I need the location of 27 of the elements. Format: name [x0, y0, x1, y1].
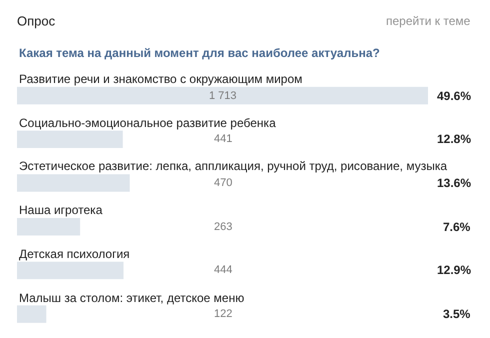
bar [17, 174, 130, 192]
bar [17, 262, 124, 280]
text: перейти к теме [386, 14, 471, 28]
bar [17, 305, 46, 323]
data-label: 470 [214, 177, 232, 189]
y-tick-label: Малыш за столом: этикет, детское меню [19, 291, 244, 305]
data-label: 122 [214, 308, 232, 320]
bar [17, 86, 428, 104]
chart-subtitle: Какая тема на данный момент для вас наиболее актуальна? [19, 46, 380, 60]
data-label: 1 713 [209, 90, 237, 102]
bar [17, 130, 123, 148]
data-label: 263 [214, 221, 232, 233]
bar [17, 218, 80, 236]
text: 49.6% [437, 89, 472, 103]
y-tick-label: Наша игротека [19, 203, 103, 217]
data-label: 441 [214, 133, 232, 145]
data-label: 444 [214, 264, 232, 276]
chart-title: Опрос [17, 14, 56, 29]
text: 7.6% [443, 220, 471, 234]
y-tick-label: Эстетическое развитие: лепка, аппликация, ручной труд, рисование, музыка [19, 159, 448, 173]
text: 12.9% [437, 263, 472, 277]
y-tick-label: Развитие речи и знакомство с окружающим миром [19, 72, 302, 86]
text: 12.8% [437, 132, 472, 146]
y-tick-label: Социально-эмоциональное развитие ребенка [19, 116, 276, 130]
text: 3.5% [443, 307, 471, 321]
y-tick-label: Детская психология [19, 247, 130, 261]
text: 13.6% [437, 176, 472, 190]
